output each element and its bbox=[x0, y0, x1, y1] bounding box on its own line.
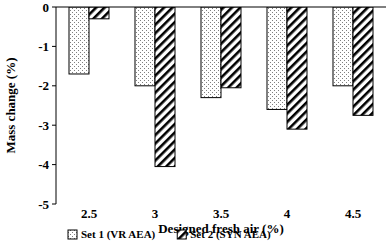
bar bbox=[89, 7, 109, 19]
bar bbox=[267, 7, 287, 109]
y-axis bbox=[56, 7, 57, 204]
y-tick-label: -2 bbox=[38, 78, 49, 93]
x-tick-label: 3 bbox=[152, 206, 159, 221]
y-axis-title: Mass change (%) bbox=[3, 57, 18, 153]
chart: 0-1-2-3-4-52.533.544.5Designed fresh air… bbox=[0, 0, 392, 246]
y-tick bbox=[52, 7, 56, 8]
legend-label: Set 1 (VR AEA) bbox=[81, 228, 156, 241]
y-tick bbox=[52, 204, 56, 205]
y-tick bbox=[52, 85, 56, 86]
bar bbox=[69, 7, 89, 74]
x-tick-label: 3.5 bbox=[213, 206, 230, 221]
bar bbox=[221, 7, 241, 88]
y-tick-label: -1 bbox=[38, 39, 49, 54]
bar bbox=[353, 7, 373, 115]
y-tick bbox=[52, 46, 56, 47]
legend-swatch bbox=[177, 230, 186, 239]
legend: Set 1 (VR AEA) Set 2 (SYN AEA) bbox=[68, 228, 271, 241]
bars bbox=[69, 7, 373, 167]
x-tick-label: 2.5 bbox=[81, 206, 98, 221]
y-tick bbox=[52, 164, 56, 165]
bar bbox=[201, 7, 221, 98]
legend-swatch bbox=[68, 230, 77, 239]
bar bbox=[135, 7, 155, 86]
chart-svg: 0-1-2-3-4-52.533.544.5Designed fresh air… bbox=[0, 0, 392, 246]
x-tick-label: 4 bbox=[284, 206, 291, 221]
legend-label: Set 2 (SYN AEA) bbox=[190, 228, 271, 241]
x-tick-label: 4.5 bbox=[345, 206, 362, 221]
y-tick bbox=[52, 125, 56, 126]
bar bbox=[155, 7, 175, 167]
y-tick-label: -4 bbox=[38, 157, 49, 172]
y-tick-label: -5 bbox=[38, 197, 49, 212]
y-tick-label: -3 bbox=[38, 118, 49, 133]
y-tick-label: 0 bbox=[43, 0, 50, 15]
bar bbox=[287, 7, 307, 129]
zero-line bbox=[56, 7, 386, 8]
bar bbox=[333, 7, 353, 86]
